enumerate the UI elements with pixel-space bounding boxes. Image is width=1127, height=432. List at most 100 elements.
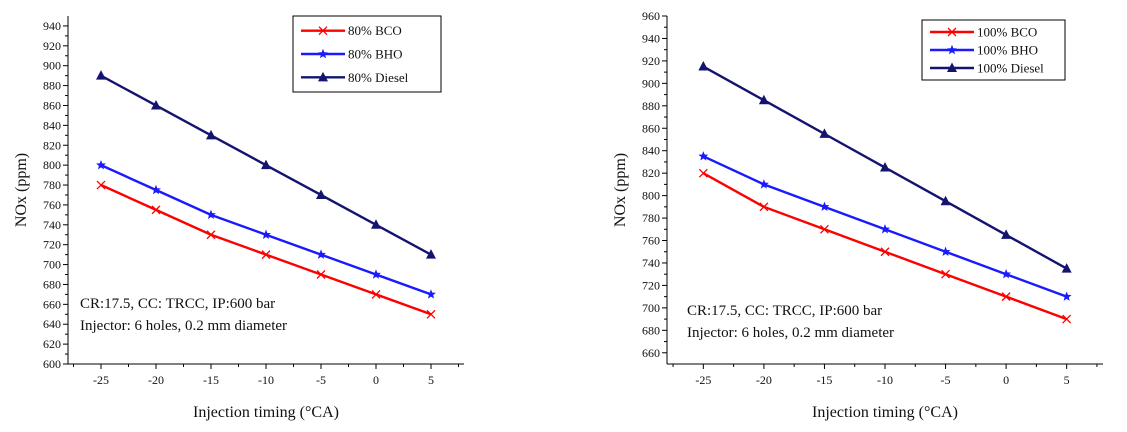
data-point [940,246,951,256]
legend-label: 80% Diesel [348,70,409,85]
data-point [698,151,709,161]
x-tick-label: -10 [877,373,893,387]
annotation-text: Injector: 6 holes, 0.2 mm diameter [80,318,287,334]
series-line [100,183,432,316]
x-axis-title: Injection timing (°CA) [812,404,958,421]
y-tick-label: 820 [43,138,61,152]
y-tick-label: 920 [43,39,61,53]
series-1 [96,180,436,319]
data-point [206,209,216,220]
legend-label: 100% BCO [977,25,1037,40]
y-tick-label: 620 [43,337,61,351]
chart-panel-1: 600 620 640 660 680 700 720 740 760 780 800 820 840 8… [13,15,464,421]
y-tick-label: 880 [43,79,61,93]
data-point [819,201,830,212]
y-axis-title: NOx (ppm) [612,153,629,227]
y-tick-label: 600 [43,357,61,371]
data-point [426,289,436,299]
x-tick-label: -5 [316,373,326,387]
legend-marker [947,27,957,37]
legend-label: 80% BHO [348,47,403,62]
data-point [96,159,106,170]
legend-marker [947,62,957,72]
x-tick-label: -25 [695,373,711,387]
y-tick-label: 640 [43,317,61,331]
x-tick-label: -10 [258,373,274,387]
data-point [758,179,769,189]
series-line [702,172,1068,321]
data-point [698,168,708,178]
legend-label: 80% BCO [348,23,402,38]
y-tick-label: 760 [642,234,660,248]
x-tick-label: 5 [428,373,434,387]
series-2 [698,151,1072,301]
y-tick-label: 680 [642,323,660,337]
data-point [426,249,436,259]
data-point [206,129,216,140]
data-point [206,230,216,240]
x-tick-label: -20 [148,373,164,387]
y-tick-label: 860 [642,121,660,135]
x-tick-label: -25 [93,373,109,387]
data-point [371,219,381,229]
chart-panel-2: 660 680 700 720 740 760 780 800 820 840 860 880 900 9… [612,9,1103,421]
y-tick-label: 680 [43,277,61,291]
y-axis-title: NOx (ppm) [13,153,30,227]
y-tick-label: 660 [642,346,660,360]
data-point [1061,291,1072,301]
y-tick-label: 660 [43,297,61,311]
data-point [819,128,830,138]
y-tick-label: 720 [43,238,61,252]
data-point [1001,268,1012,279]
y-tick-label: 800 [642,189,660,203]
legend-label: 100% Diesel [977,61,1044,76]
y-tick-label: 900 [642,76,660,90]
data-point [819,224,829,234]
x-tick-label: 5 [1064,373,1070,387]
data-point [96,70,106,80]
y-tick-label: 740 [43,218,61,232]
series-3 [698,61,1072,273]
legend-marker [318,26,328,36]
y-tick-label: 900 [43,59,61,73]
y-tick-label: 820 [642,166,660,180]
annotation-text: Injector: 6 holes, 0.2 mm diameter [687,325,894,341]
y-tick-label: 800 [43,158,61,172]
series-2 [96,159,436,299]
data-point [1061,263,1072,273]
data-point [940,195,951,206]
y-tick-label: 940 [642,31,660,45]
data-point [316,189,326,199]
legend: 100% BCO 100% BHO 100% Diesel [921,19,1066,81]
data-point [261,250,271,260]
data-point [261,159,271,170]
x-tick-label: 0 [1003,373,1009,387]
x-tick-label: 0 [373,373,379,387]
data-point [698,61,709,71]
data-point [426,309,436,319]
y-tick-label: 780 [642,211,660,225]
data-point [1062,314,1072,324]
y-tick-label: 940 [43,19,61,33]
x-tick-label: -15 [816,373,832,387]
y-tick-label: 880 [642,99,660,113]
legend-marker [318,48,328,59]
data-point [151,99,161,110]
y-tick-label: 700 [43,258,61,272]
y-tick-label: 780 [43,178,61,192]
y-tick-label: 720 [642,278,660,292]
y-tick-label: 700 [642,301,660,315]
data-point [941,269,951,279]
data-point [151,184,161,195]
annotation-text: CR:17.5, CC: TRCC, IP:600 bar [687,303,882,319]
data-point [316,249,326,259]
series-3 [96,70,436,259]
data-point [151,205,161,215]
x-tick-label: -5 [941,373,951,387]
y-tick-label: 960 [642,9,660,23]
x-axis-title: Injection timing (°CA) [193,404,339,421]
data-point [371,289,381,299]
y-tick-label: 840 [642,144,660,158]
x-tick-label: -15 [203,373,219,387]
